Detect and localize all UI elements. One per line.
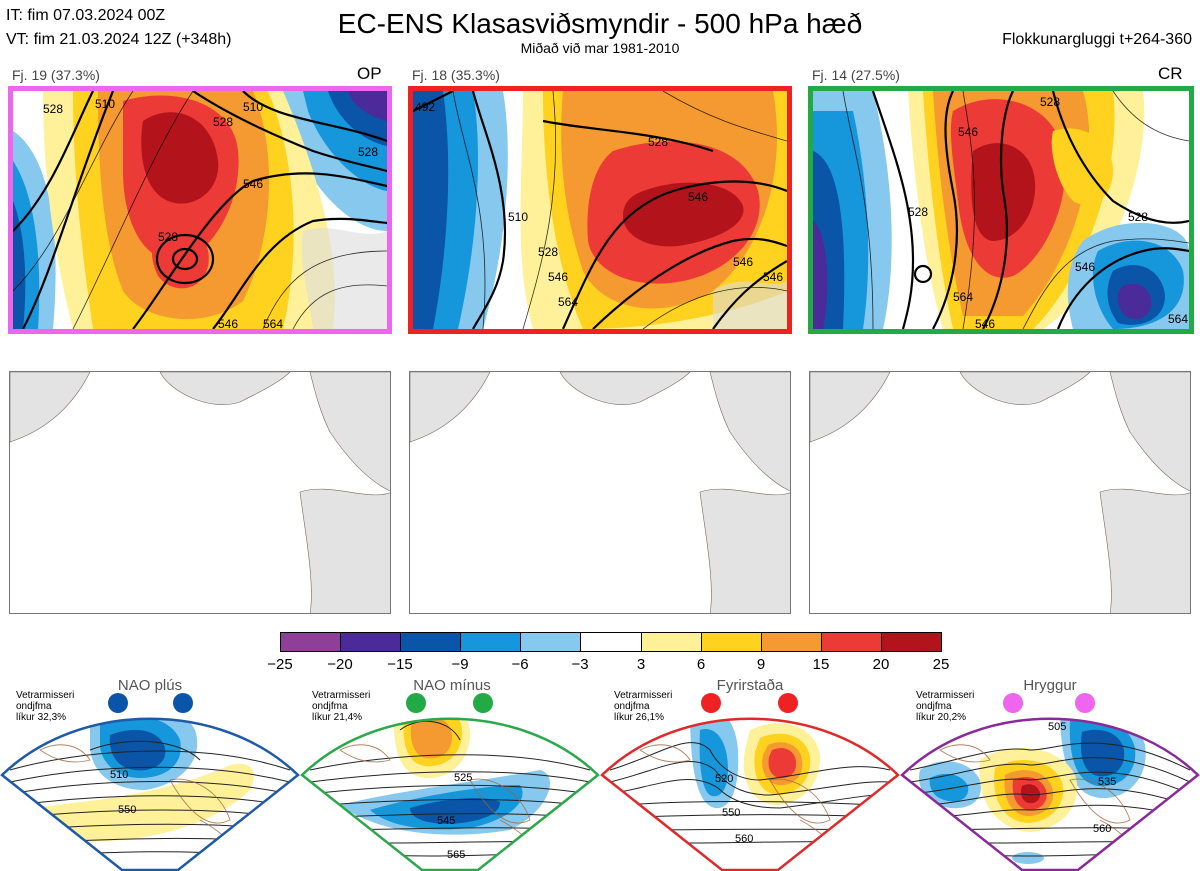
p1-contour-label: 510 <box>95 97 115 111</box>
blank-map-1 <box>9 371 391 614</box>
regime-3-map: 520 550 560 <box>600 690 900 871</box>
colorbar-tick: −25 <box>267 656 292 673</box>
cluster-1-map: 528 510 528 510 528 546 528 546 564 <box>8 86 392 334</box>
regime-2-contour-label: 565 <box>447 849 465 861</box>
classification-window: Flokkunargluggi t+264-360 <box>1002 30 1192 50</box>
regime-3-contour-label: 550 <box>722 807 740 819</box>
p3-contour-label: 528 <box>908 205 928 219</box>
colorbar-tick: −3 <box>571 656 588 673</box>
colorbar <box>280 632 942 652</box>
cluster-2-map: 492 528 546 510 528 546 564 546 546 <box>408 86 792 334</box>
p2-contour-label: 492 <box>415 100 435 114</box>
regime-4-dot-right <box>1075 693 1095 713</box>
blank-map-2 <box>409 371 791 614</box>
regime-3-contour-label: 520 <box>715 773 733 785</box>
regime-3-dot-left <box>701 693 721 713</box>
regime-4-dot-left <box>1003 693 1023 713</box>
colorbar-swatch <box>642 633 702 651</box>
p1-contour-label: 546 <box>218 317 238 329</box>
p1-contour-label: 528 <box>43 102 63 116</box>
p1-contour-label: 510 <box>243 100 263 114</box>
regime-4-contour-label: 535 <box>1098 776 1116 788</box>
p3-contour-label: 564 <box>953 290 973 304</box>
p3-contour-label: 546 <box>975 317 995 329</box>
regime-2-contour-label: 545 <box>437 815 455 827</box>
regime-3-dot-right <box>778 693 798 713</box>
cluster-1-tag: OP <box>357 64 382 84</box>
colorbar-swatch <box>281 633 341 651</box>
colorbar-tick: 3 <box>637 656 645 673</box>
p2-contour-label: 546 <box>688 190 708 204</box>
colorbar-swatch <box>521 633 581 651</box>
colorbar-swatch <box>702 633 762 651</box>
regime-1-contour-label: 510 <box>110 769 128 781</box>
colorbar-swatch <box>762 633 822 651</box>
regime-1-dot-right <box>173 693 193 713</box>
blank-map-3 <box>809 371 1191 614</box>
cluster-3-map: 546 528 528 528 546 564 546 564 <box>808 86 1194 334</box>
p3-contour-label: 546 <box>1075 260 1095 274</box>
colorbar-tick: −15 <box>387 656 412 673</box>
colorbar-tick: 9 <box>757 656 765 673</box>
colorbar-swatch <box>461 633 521 651</box>
p1-contour-label: 564 <box>263 317 283 329</box>
colorbar-tick: 20 <box>873 656 890 673</box>
colorbar-tick: −9 <box>451 656 468 673</box>
cluster-2-label: Fj. 18 (35.3%) <box>412 67 500 83</box>
p2-contour-label: 546 <box>733 255 753 269</box>
p3-contour-label: 528 <box>1128 210 1148 224</box>
regime-4-map: 505 535 560 <box>900 690 1200 871</box>
p3-contour-label: 528 <box>1040 95 1060 109</box>
colorbar-swatch <box>822 633 882 651</box>
colorbar-swatch <box>581 633 641 651</box>
p1-contour-label: 528 <box>358 145 378 159</box>
colorbar-swatch <box>341 633 401 651</box>
p2-contour-label: 546 <box>763 270 783 284</box>
colorbar-tick: −6 <box>511 656 528 673</box>
cluster-3-tag: CR <box>1158 64 1183 84</box>
p3-contour-label: 546 <box>958 125 978 139</box>
regime-4-contour-label: 505 <box>1048 721 1066 733</box>
colorbar-tick: 25 <box>933 656 950 673</box>
colorbar-swatch <box>882 633 941 651</box>
regime-1-contour-label: 550 <box>118 804 136 816</box>
p2-contour-label: 510 <box>508 210 528 224</box>
p1-contour-label: 546 <box>243 177 263 191</box>
p2-contour-label: 546 <box>548 270 568 284</box>
colorbar-tick: −20 <box>327 656 352 673</box>
p3-contour-label: 564 <box>1168 312 1188 326</box>
colorbar-tick: 15 <box>813 656 830 673</box>
cluster-3-label: Fj. 14 (27.5%) <box>812 67 900 83</box>
p2-contour-label: 528 <box>538 245 558 259</box>
colorbar-swatch <box>401 633 461 651</box>
regime-3-contour-label: 560 <box>735 833 753 845</box>
regime-1-dot-left <box>108 693 128 713</box>
regime-1-map: 510 550 <box>0 690 300 871</box>
regime-4-contour-label: 560 <box>1093 823 1111 835</box>
colorbar-tick: 6 <box>697 656 705 673</box>
regime-2-dot-right <box>473 693 493 713</box>
p2-contour-label: 528 <box>648 135 668 149</box>
cluster-1-label: Fj. 19 (37.3%) <box>12 67 100 83</box>
p1-contour-label: 528 <box>158 230 178 244</box>
regime-2-dot-left <box>406 693 426 713</box>
regime-2-map: 525 545 565 <box>300 690 600 871</box>
regime-2-contour-label: 525 <box>454 772 472 784</box>
p1-contour-label: 528 <box>213 115 233 129</box>
p2-contour-label: 564 <box>558 295 578 309</box>
